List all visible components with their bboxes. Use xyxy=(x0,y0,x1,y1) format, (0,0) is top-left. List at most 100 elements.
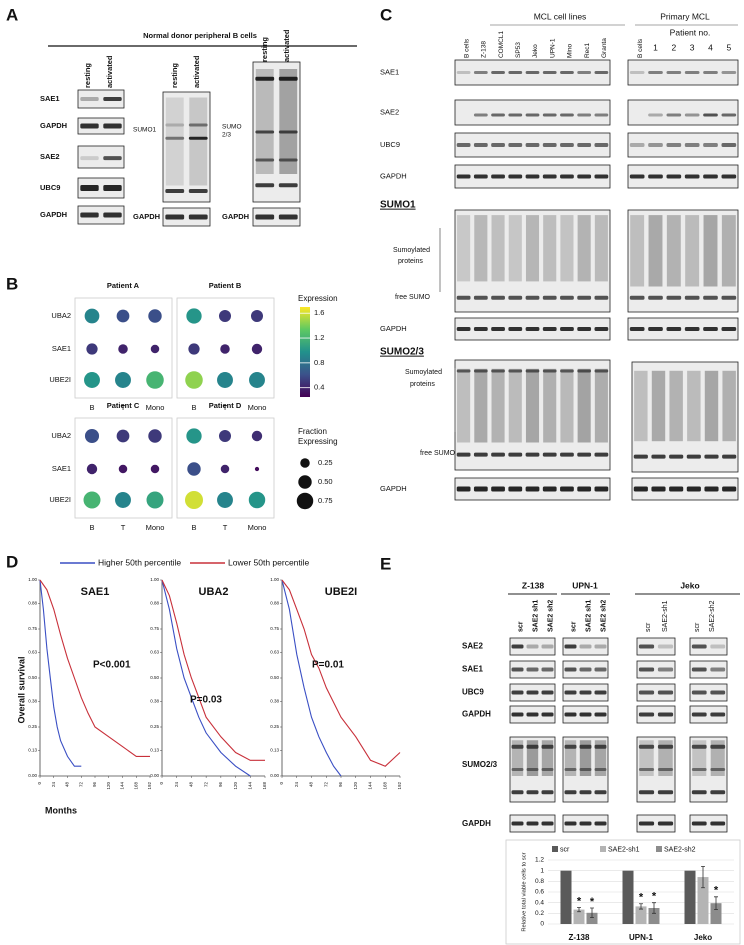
band xyxy=(710,712,726,717)
dot xyxy=(188,343,200,355)
blot-label: SAE2 xyxy=(380,107,399,116)
band xyxy=(577,113,592,117)
x-tick-label: 192 xyxy=(147,782,152,790)
smear xyxy=(630,215,645,287)
band xyxy=(577,71,592,74)
section-title: SUMO1 xyxy=(380,200,416,211)
band xyxy=(542,452,557,457)
band xyxy=(594,768,607,771)
blot xyxy=(627,132,739,158)
blot-label: SAE2 xyxy=(462,642,483,651)
y-tick-label: 0.50 xyxy=(150,675,159,680)
band xyxy=(704,486,719,492)
legend-title: Expressing xyxy=(298,437,338,446)
band xyxy=(541,821,554,826)
blot-label: Sumoylated xyxy=(405,369,442,376)
band xyxy=(594,71,609,74)
legend-swatch xyxy=(600,846,606,852)
band xyxy=(491,452,505,457)
smear xyxy=(685,215,700,287)
band xyxy=(648,174,663,179)
band xyxy=(511,744,524,749)
blot-label: proteins xyxy=(410,381,435,388)
dot xyxy=(118,344,128,354)
band xyxy=(526,744,539,749)
header: Patient no. xyxy=(670,27,711,37)
blot-label: GAPDH xyxy=(380,324,407,333)
patient-number: 3 xyxy=(690,42,695,52)
plot-title: Patient D xyxy=(209,401,242,410)
band xyxy=(526,790,539,795)
plot-frame xyxy=(176,417,275,519)
survival-curve xyxy=(281,579,342,777)
blot xyxy=(636,814,676,833)
band xyxy=(564,744,577,749)
band xyxy=(473,369,488,373)
band xyxy=(508,327,523,331)
blot xyxy=(627,59,739,86)
band xyxy=(666,295,682,300)
x-tick-label: 192 xyxy=(397,782,402,790)
plot-title: Patient A xyxy=(107,281,140,290)
blot-label: UBC9 xyxy=(380,140,400,149)
smear xyxy=(579,740,592,776)
band xyxy=(542,71,557,74)
lane-label: B cells xyxy=(463,38,470,58)
smear xyxy=(687,370,701,442)
dot xyxy=(218,309,232,323)
bar xyxy=(635,906,647,924)
band xyxy=(594,712,607,717)
band xyxy=(188,136,208,140)
band xyxy=(103,123,122,129)
band xyxy=(577,486,592,492)
blot xyxy=(162,91,211,203)
smear xyxy=(491,215,505,282)
y-tick-label: 0.00 xyxy=(150,773,159,778)
band xyxy=(666,174,682,179)
band xyxy=(473,174,488,179)
x-tick-label: 24 xyxy=(294,782,299,788)
band xyxy=(491,486,505,492)
blot-label: SAE1 xyxy=(380,67,399,76)
y-tick-label: 1.00 xyxy=(150,577,159,582)
band xyxy=(525,174,540,179)
band xyxy=(594,452,609,457)
lane-label: Jeko xyxy=(532,44,539,58)
significance-mark: * xyxy=(577,895,582,907)
band xyxy=(508,295,523,300)
band xyxy=(579,821,592,826)
y-tick-label: 0.00 xyxy=(270,773,279,778)
band xyxy=(542,486,557,492)
cell-label: B xyxy=(191,403,196,412)
band xyxy=(508,113,523,117)
band xyxy=(657,712,674,717)
band xyxy=(491,71,505,74)
legend-title: Fraction xyxy=(298,427,327,436)
band xyxy=(564,644,577,649)
band xyxy=(188,123,208,127)
band xyxy=(594,369,609,373)
lane-label: SAE2-sh1 xyxy=(662,600,669,632)
dot xyxy=(248,491,266,509)
plot-frame xyxy=(74,417,173,519)
band xyxy=(511,790,524,795)
x-tick-label: 168 xyxy=(382,782,387,790)
plot-title: UBA2 xyxy=(199,586,229,598)
y-tick-label: 0.88 xyxy=(270,601,279,606)
band xyxy=(577,174,592,179)
blot-label: 2/3 xyxy=(222,132,231,139)
bar xyxy=(648,908,660,924)
band xyxy=(594,327,609,331)
legend-label: Lower 50th percentile xyxy=(228,557,310,567)
band xyxy=(456,486,471,492)
band xyxy=(473,71,488,74)
band xyxy=(657,821,674,826)
band xyxy=(666,113,682,117)
band xyxy=(594,790,607,795)
lane-label: scr xyxy=(645,622,652,632)
bar xyxy=(697,877,709,924)
band xyxy=(542,295,557,300)
dot xyxy=(185,371,203,389)
y-tick-label: 0.50 xyxy=(28,675,37,680)
smear xyxy=(704,370,719,442)
